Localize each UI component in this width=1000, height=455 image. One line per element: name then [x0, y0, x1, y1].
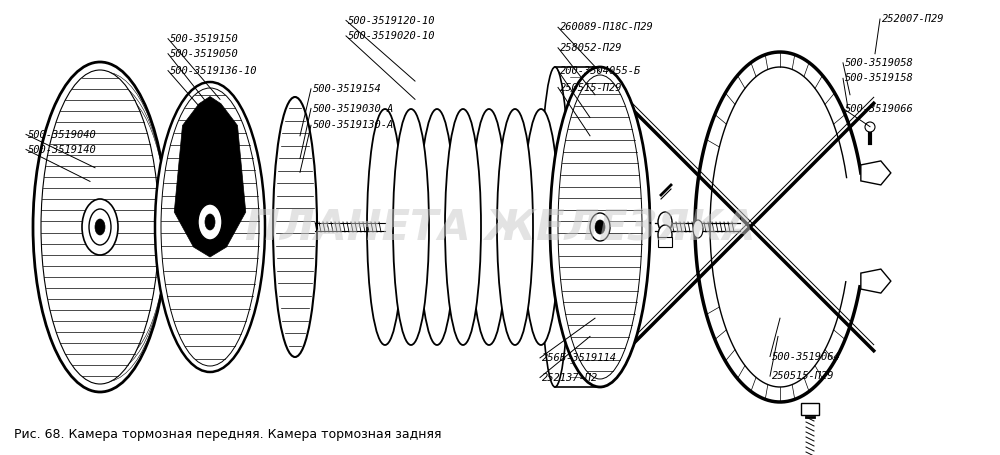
Text: 252137-П2: 252137-П2: [542, 372, 598, 382]
Ellipse shape: [95, 219, 105, 236]
Text: 500-3519058: 500-3519058: [845, 58, 914, 68]
Ellipse shape: [550, 68, 650, 387]
Text: 500-3519150: 500-3519150: [170, 34, 239, 44]
Text: 500-3519030-А: 500-3519030-А: [313, 103, 394, 113]
Text: 252007-П29: 252007-П29: [882, 14, 944, 24]
Ellipse shape: [198, 205, 222, 241]
Text: 500-3519158: 500-3519158: [845, 73, 914, 83]
Ellipse shape: [273, 98, 317, 357]
Ellipse shape: [161, 89, 259, 366]
Ellipse shape: [658, 212, 672, 233]
Ellipse shape: [445, 110, 481, 345]
Ellipse shape: [595, 221, 605, 234]
Ellipse shape: [693, 221, 703, 238]
Ellipse shape: [393, 110, 429, 345]
Text: 500-3519136-10: 500-3519136-10: [170, 66, 258, 76]
Text: 500-3519066: 500-3519066: [845, 103, 914, 113]
Text: 256Б-3519114: 256Б-3519114: [542, 352, 617, 362]
Polygon shape: [861, 269, 891, 293]
Text: 250515-П29: 250515-П29: [560, 82, 622, 92]
Text: ПЛАНЕТА ЖЕЛЕЗЯКА: ПЛАНЕТА ЖЕЛЕЗЯКА: [245, 207, 755, 248]
FancyBboxPatch shape: [801, 403, 819, 415]
Ellipse shape: [590, 213, 610, 242]
Text: 258052-П29: 258052-П29: [560, 43, 622, 53]
Text: 500-3519064: 500-3519064: [772, 351, 841, 361]
Ellipse shape: [471, 110, 507, 345]
Text: 200-3504055-Б: 200-3504055-Б: [560, 66, 641, 76]
Ellipse shape: [367, 110, 403, 345]
Text: 500-3519130-А: 500-3519130-А: [313, 120, 394, 130]
Ellipse shape: [865, 123, 875, 133]
Ellipse shape: [41, 71, 159, 384]
Ellipse shape: [497, 110, 533, 345]
Ellipse shape: [155, 83, 265, 372]
Text: 250515-П29: 250515-П29: [772, 370, 834, 380]
Text: 500-3519050: 500-3519050: [170, 49, 239, 59]
Ellipse shape: [419, 110, 455, 345]
Text: 500-3519154: 500-3519154: [313, 84, 382, 94]
Ellipse shape: [558, 76, 642, 379]
Text: 500-3519120-10: 500-3519120-10: [348, 15, 436, 25]
Ellipse shape: [205, 214, 215, 231]
Polygon shape: [174, 97, 246, 258]
Ellipse shape: [33, 63, 167, 392]
Ellipse shape: [540, 68, 570, 387]
Text: 500-3519140: 500-3519140: [28, 144, 97, 154]
Polygon shape: [861, 162, 891, 186]
Text: Рис. 68. Камера тормозная передняя. Камера тормозная задняя: Рис. 68. Камера тормозная передняя. Каме…: [14, 427, 442, 440]
Ellipse shape: [89, 210, 111, 245]
Ellipse shape: [658, 226, 672, 245]
Text: 500-3519040: 500-3519040: [28, 129, 97, 139]
FancyBboxPatch shape: [658, 238, 672, 248]
Ellipse shape: [523, 110, 559, 345]
Text: 260089-П18С-П29: 260089-П18С-П29: [560, 22, 654, 32]
Ellipse shape: [82, 200, 118, 255]
Text: 500-3519020-10: 500-3519020-10: [348, 31, 436, 41]
